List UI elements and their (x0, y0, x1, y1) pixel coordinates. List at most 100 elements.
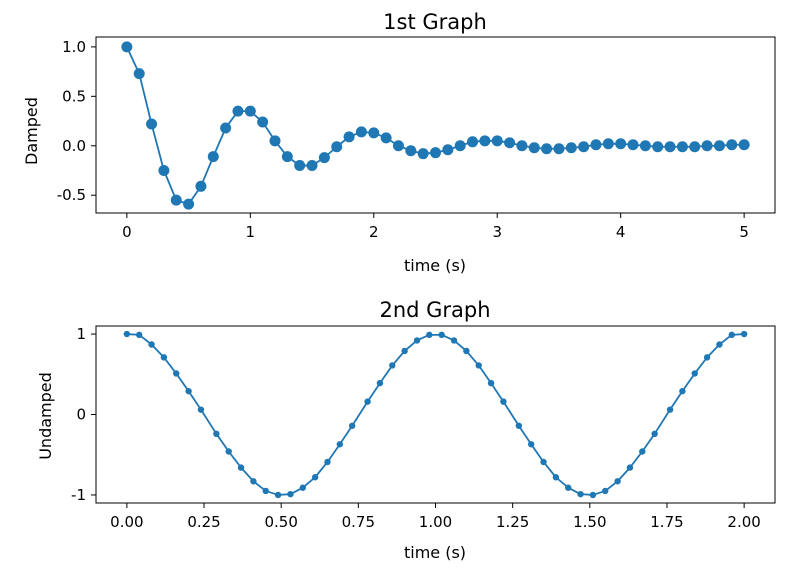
data-point (331, 141, 343, 153)
data-point (158, 164, 170, 176)
data-point (250, 478, 257, 485)
data-point (615, 138, 627, 150)
data-point (602, 487, 609, 495)
data-point (274, 491, 282, 499)
x-tick-label: 5 (739, 223, 749, 241)
data-point (324, 458, 331, 466)
data-point (417, 148, 429, 160)
x-tick-label: 2.00 (727, 513, 760, 531)
data-point (426, 331, 433, 339)
data-point (504, 137, 516, 149)
data-point (676, 141, 688, 153)
x-tick-label: 4 (616, 223, 626, 241)
data-point (225, 448, 232, 455)
data-point (666, 406, 674, 413)
data-point (602, 138, 614, 150)
y-tick-label: 0.5 (62, 87, 86, 105)
data-point (220, 122, 232, 134)
y-tick-label: -0.5 (57, 186, 86, 204)
data-point (500, 398, 507, 405)
data-point (232, 105, 244, 117)
data-point (348, 422, 356, 429)
data-point (392, 140, 404, 152)
y-axis-label: Damped (22, 97, 41, 165)
data-point (516, 140, 528, 152)
series-line (126, 46, 745, 206)
data-point (368, 127, 380, 139)
data-point (183, 198, 195, 210)
data-point (413, 337, 421, 344)
data-point (207, 151, 219, 163)
data-point (148, 341, 155, 348)
data-point (438, 331, 445, 339)
data-point (450, 337, 458, 344)
data-point (376, 379, 384, 387)
data-point (185, 387, 192, 395)
x-tick-label: 0.50 (264, 513, 297, 531)
data-point (213, 430, 220, 438)
data-point (515, 422, 523, 429)
data-point (257, 116, 269, 128)
data-point (463, 347, 470, 355)
data-point (170, 194, 182, 206)
data-point (627, 139, 639, 151)
data-point (626, 464, 634, 471)
data-point (701, 140, 713, 152)
data-point (136, 331, 143, 339)
data-point (475, 362, 482, 369)
data-point (237, 464, 245, 471)
y-tick-label: 1 (76, 325, 86, 343)
data-point (364, 398, 371, 405)
data-point (121, 41, 133, 53)
x-tick-label: 1.50 (573, 513, 606, 531)
data-point (528, 142, 540, 154)
data-point (740, 330, 748, 338)
data-point (565, 484, 572, 491)
chart-panel-damped: 1st Graph time (s) Damped 0 1 2 3 4 5 1.0 0.5 0.… (22, 10, 776, 275)
data-point (133, 68, 145, 80)
data-point (738, 139, 750, 151)
plot-frame (95, 36, 776, 214)
data-point (430, 147, 441, 159)
data-point (401, 347, 408, 355)
x-tick-label: 1 (246, 223, 256, 241)
x-tick-label: 0 (122, 223, 132, 241)
data-point (294, 160, 306, 172)
x-tick-label: 1.25 (496, 513, 529, 531)
data-point (160, 354, 168, 361)
chart-title: 1st Graph (383, 10, 487, 34)
data-point (639, 140, 651, 152)
data-point (454, 140, 466, 152)
x-tick-label: 0.25 (187, 513, 220, 531)
data-point (487, 379, 495, 387)
data-point (311, 474, 319, 481)
data-point (552, 474, 560, 481)
y-axis-label: Undamped (36, 372, 55, 460)
data-point (405, 145, 417, 157)
chart-panel-undamped: 2nd Graph time (s) Undamped 0.00 0.25 0.50… (36, 298, 776, 562)
y-tick-label: 0.0 (62, 137, 86, 155)
x-tick-label: 1.00 (419, 513, 452, 531)
x-tick-label: 0.00 (110, 513, 143, 531)
data-point (299, 484, 306, 491)
data-point (442, 144, 454, 156)
data-point (713, 140, 725, 152)
y-tick-label: 1.0 (62, 38, 86, 56)
data-point (318, 152, 330, 164)
data-point (306, 160, 318, 172)
chart-title: 2nd Graph (379, 298, 490, 322)
data-point (679, 387, 686, 395)
data-point (173, 370, 180, 377)
data-point (195, 180, 207, 192)
y-tick-label: -1 (71, 486, 86, 504)
data-point (577, 490, 584, 498)
data-point (527, 441, 535, 448)
data-point (578, 141, 590, 153)
data-point (664, 141, 676, 153)
data-point (691, 370, 698, 377)
data-point (565, 142, 577, 154)
data-point (355, 126, 367, 138)
data-point (639, 448, 646, 455)
data-point (467, 136, 479, 148)
